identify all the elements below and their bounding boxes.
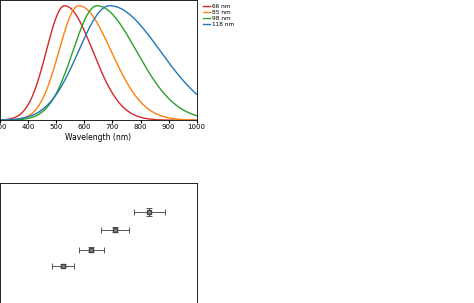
98 nm [92, 4, 98, 8]
66 nm [200, 118, 205, 122]
98 nm [2, 118, 8, 122]
Legend: 66 nm, 85 nm, 98 nm, 118 nm: 66 nm, 85 nm, 98 nm, 118 nm [201, 3, 235, 28]
66 nm [155, 118, 161, 122]
98 nm [87, 9, 93, 12]
98 nm [94, 4, 100, 8]
Line: 85 nm: 85 nm [0, 6, 202, 120]
118 nm [2, 118, 8, 122]
118 nm [92, 15, 98, 19]
98 nm [200, 115, 205, 119]
118 nm [87, 25, 93, 28]
118 nm [193, 92, 199, 96]
118 nm [200, 97, 205, 101]
Text: E: E [200, 159, 208, 172]
66 nm [2, 118, 8, 122]
X-axis label: Wavelength (nm): Wavelength (nm) [65, 133, 131, 142]
Line: 98 nm: 98 nm [0, 6, 202, 120]
98 nm [193, 114, 199, 117]
66 nm [193, 118, 199, 122]
118 nm [107, 4, 112, 8]
Line: 66 nm: 66 nm [0, 6, 202, 120]
66 nm [62, 4, 67, 8]
98 nm [193, 114, 199, 117]
85 nm [87, 11, 93, 15]
85 nm [93, 18, 99, 22]
Text: F: F [338, 159, 346, 172]
118 nm [193, 92, 199, 96]
85 nm [193, 118, 199, 122]
85 nm [155, 113, 161, 117]
85 nm [193, 118, 199, 122]
98 nm [155, 84, 161, 88]
Text: C: C [200, 8, 209, 21]
85 nm [200, 118, 205, 122]
Line: 118 nm: 118 nm [0, 6, 202, 120]
118 nm [155, 46, 161, 50]
66 nm [193, 118, 199, 122]
85 nm [2, 118, 8, 122]
85 nm [76, 4, 82, 8]
Text: D: D [338, 8, 348, 21]
66 nm [87, 42, 93, 46]
66 nm [93, 56, 99, 60]
